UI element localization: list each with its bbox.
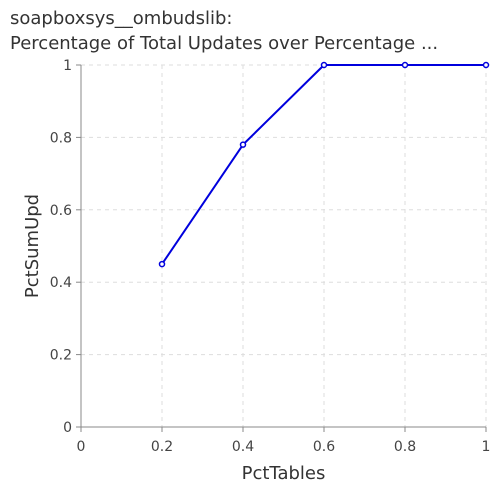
x-tick-label: 0 — [77, 439, 86, 455]
y-tick-label: 0.2 — [50, 348, 72, 364]
y-tick-label: 0.8 — [50, 130, 72, 146]
y-tick-label: 0.6 — [50, 203, 72, 219]
series-group — [158, 61, 490, 268]
y-tick-label: 0 — [63, 420, 72, 436]
data-point — [239, 141, 247, 148]
x-tick-label: 0.2 — [151, 439, 173, 455]
chart-title-line-2: Percentage of Total Updates over Percent… — [10, 33, 439, 54]
grid-lines — [80, 64, 487, 428]
x-tick-label: 0.6 — [313, 439, 335, 455]
chart-title: soapboxsys__ombudslib: Percentage of Tot… — [10, 6, 438, 56]
y-tick-label: 0.4 — [50, 275, 72, 291]
x-tick-label: 0.8 — [394, 439, 416, 455]
x-tick-label: 0.4 — [232, 439, 254, 455]
chart-title-line-1: soapboxsys__ombudslib: — [10, 8, 233, 29]
y-tick-label: 1 — [63, 58, 72, 74]
data-point — [401, 61, 409, 69]
data-point — [158, 260, 166, 268]
x-tick-label: 1 — [482, 439, 491, 455]
data-point — [320, 61, 328, 69]
tick-labels: 0 0.2 0.4 0.6 0.8 1 0 0.2 0.4 0.6 0.8 1 — [50, 58, 491, 455]
y-axis-label: PctSumUpd — [22, 194, 43, 298]
data-point — [482, 61, 490, 69]
x-axis-label: PctTables — [242, 463, 326, 484]
axes — [80, 65, 486, 428]
